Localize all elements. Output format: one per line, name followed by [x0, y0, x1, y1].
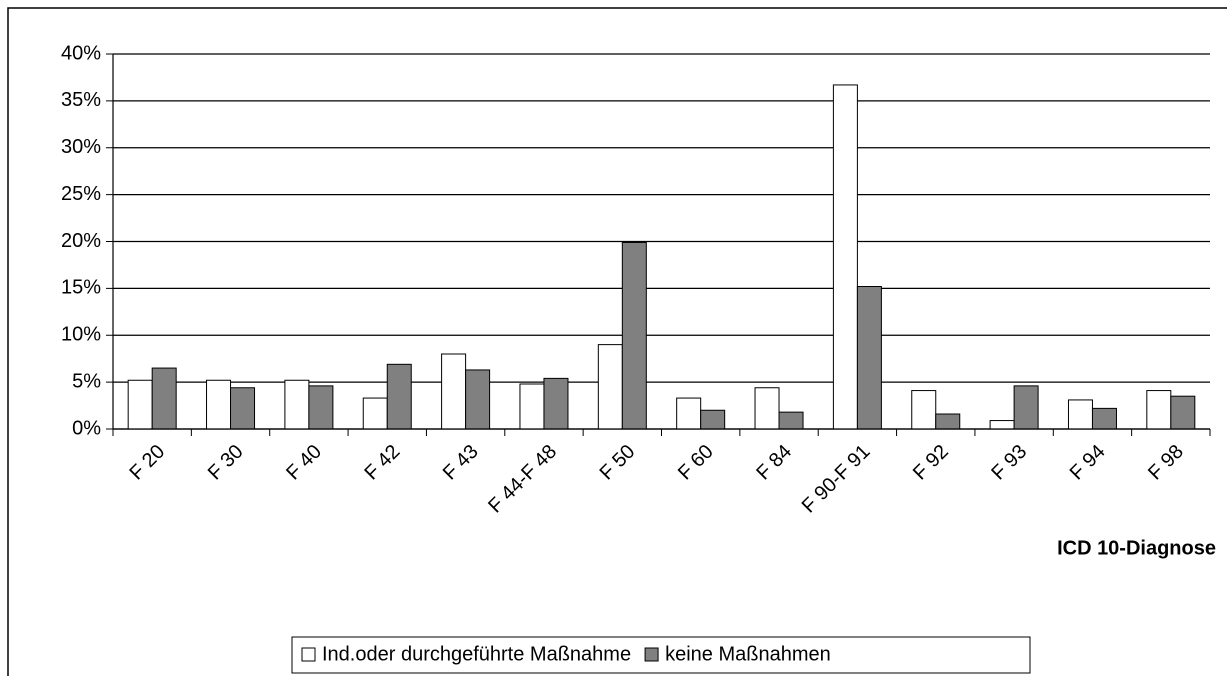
legend-label: Ind.oder durchgeführte Maßnahme — [322, 643, 631, 665]
legend-swatch — [644, 647, 659, 662]
legend-label: keine Maßnahmen — [665, 643, 831, 665]
legend-swatch — [301, 647, 316, 662]
bar — [206, 379, 232, 430]
y-tick-label: 5% — [72, 370, 101, 392]
bar — [308, 385, 334, 430]
bar — [465, 369, 491, 430]
bar — [441, 353, 467, 430]
bar — [1091, 407, 1117, 430]
bar — [911, 390, 937, 430]
bar — [151, 367, 177, 430]
bar — [856, 286, 882, 430]
x-axis-title: ICD 10-Diagnose — [1057, 537, 1216, 559]
bar — [676, 397, 702, 430]
y-tick-label: 25% — [61, 183, 101, 205]
bar — [519, 383, 545, 430]
bar — [386, 363, 412, 430]
bar — [1067, 399, 1093, 430]
bar — [230, 387, 256, 430]
bar — [1170, 395, 1196, 430]
bar — [597, 344, 623, 430]
bar — [543, 377, 569, 430]
bar — [621, 241, 647, 430]
bar — [1013, 385, 1039, 430]
bar — [700, 409, 726, 430]
y-tick-label: 0% — [72, 417, 101, 439]
bar — [127, 379, 153, 430]
bar — [989, 420, 1015, 430]
bar — [284, 379, 310, 430]
bar — [362, 397, 388, 430]
y-tick-label: 10% — [61, 324, 101, 346]
bar — [935, 413, 961, 430]
bar — [1146, 390, 1172, 430]
chart-frame — [7, 7, 1227, 676]
y-tick-label: 30% — [61, 136, 101, 158]
y-tick-label: 40% — [61, 42, 101, 64]
y-tick-label: 15% — [61, 277, 101, 299]
y-tick-label: 35% — [61, 89, 101, 111]
bar — [832, 84, 858, 430]
legend-box — [291, 636, 1031, 674]
bar — [754, 387, 780, 430]
y-tick-label: 20% — [61, 230, 101, 252]
bar — [778, 411, 804, 430]
